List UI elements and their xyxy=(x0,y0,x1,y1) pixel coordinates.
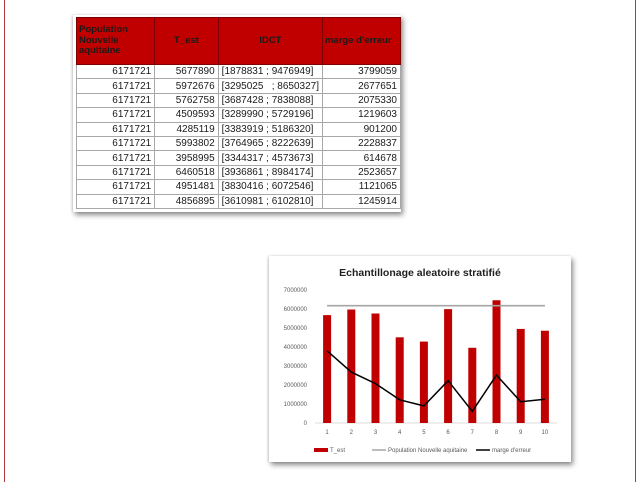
header-idct: IDCT xyxy=(218,18,322,65)
y-tick-label: 7000000 xyxy=(284,288,308,294)
y-tick-label: 6000000 xyxy=(284,307,308,313)
cell-population: 6171721 xyxy=(77,136,155,150)
table-row: 6171721 4509593 [3289990 ; 5729196] 1219603 xyxy=(77,108,401,122)
cell-marge-erreur: 901200 xyxy=(322,122,400,136)
bar-t-est xyxy=(372,314,380,423)
table-header-row: Population Nouvelle aquitaine T_est IDCT… xyxy=(77,18,401,65)
cell-population: 6171721 xyxy=(77,93,155,107)
x-tick-label: 10 xyxy=(542,430,549,436)
x-tick-label: 3 xyxy=(374,430,378,436)
x-tick-label: 5 xyxy=(422,430,426,436)
cell-idct: [3830416 ; 6072546] xyxy=(218,180,322,194)
header-marge-erreur: marge d'erreur xyxy=(322,18,400,65)
legend-population-label: Population Nouvelle aquitaine xyxy=(388,448,468,454)
cell-population: 6171721 xyxy=(77,151,155,165)
cell-idct: [3687428 ; 7838088] xyxy=(218,93,322,107)
y-tick-label: 1000000 xyxy=(284,402,308,408)
cell-t-est: 3958995 xyxy=(155,151,218,165)
y-tick-label: 4000000 xyxy=(284,345,308,351)
table-row: 6171721 5993802 [3764965 ; 8222639] 2228837 xyxy=(77,136,401,150)
cell-idct: [3344317 ; 4573673] xyxy=(218,151,322,165)
bar-t-est xyxy=(347,310,355,423)
cell-t-est: 4285119 xyxy=(155,122,218,136)
x-tick-label: 6 xyxy=(446,430,450,436)
cell-idct: [3289990 ; 5729196] xyxy=(218,108,322,122)
cell-t-est: 5677890 xyxy=(155,65,218,79)
cell-population: 6171721 xyxy=(77,122,155,136)
table-row: 6171721 6460518 [3936861 ; 8984174] 2523657 xyxy=(77,165,401,179)
table-row: 6171721 4285119 [3383919 ; 5186320] 901200 xyxy=(77,122,401,136)
cell-idct: [3764965 ; 8222639] xyxy=(218,136,322,150)
cell-t-est: 5762758 xyxy=(155,93,218,107)
cell-marge-erreur: 2228837 xyxy=(322,136,400,150)
cell-population: 6171721 xyxy=(77,180,155,194)
cell-t-est: 4509593 xyxy=(155,108,218,122)
cell-population: 6171721 xyxy=(77,108,155,122)
results-table: Population Nouvelle aquitaine T_est IDCT… xyxy=(76,17,401,209)
cell-idct: [3610981 ; 6102810] xyxy=(218,194,322,208)
cell-marge-erreur: 1121065 xyxy=(322,180,400,194)
table-row: 6171721 3958995 [3344317 ; 4573673] 614678 xyxy=(77,151,401,165)
y-tick-label: 0 xyxy=(304,421,308,427)
table-row: 6171721 5762758 [3687428 ; 7838088] 2075330 xyxy=(77,93,401,107)
cell-t-est: 6460518 xyxy=(155,165,218,179)
stratified-sampling-chart: 0 1000000 2000000 3000000 4000000 5000000 6000… xyxy=(269,256,571,462)
header-t-est: T_est xyxy=(155,18,218,65)
cell-idct: [1878831 ; 9476949] xyxy=(218,65,322,79)
bar-t-est xyxy=(517,329,525,423)
cell-idct: [3936861 ; 8984174] xyxy=(218,165,322,179)
bar-t-est xyxy=(493,300,501,423)
cell-population: 6171721 xyxy=(77,65,155,79)
line-marge-erreur xyxy=(327,351,545,412)
x-tick-label: 1 xyxy=(325,430,329,436)
y-tick-label: 2000000 xyxy=(284,383,308,389)
cell-population: 6171721 xyxy=(77,165,155,179)
cell-marge-erreur: 2075330 xyxy=(322,93,400,107)
cell-idct: [3295025 ; 8650327] xyxy=(218,79,322,93)
cell-marge-erreur: 614678 xyxy=(322,151,400,165)
bar-t-est xyxy=(420,342,428,423)
bar-t-est xyxy=(323,315,331,423)
cell-marge-erreur: 2523657 xyxy=(322,165,400,179)
cell-marge-erreur: 3799059 xyxy=(322,65,400,79)
cell-t-est: 5972676 xyxy=(155,79,218,93)
x-tick-label: 4 xyxy=(398,430,402,436)
x-tick-label: 2 xyxy=(350,430,354,436)
bar-t-est xyxy=(444,309,452,423)
cell-t-est: 4856895 xyxy=(155,194,218,208)
results-table-card: Population Nouvelle aquitaine T_est IDCT… xyxy=(73,15,401,212)
bar-t-est xyxy=(541,331,549,423)
cell-idct: [3383919 ; 5186320] xyxy=(218,122,322,136)
table-row: 6171721 4951481 [3830416 ; 6072546] 1121065 xyxy=(77,180,401,194)
y-tick-label: 5000000 xyxy=(284,326,308,332)
y-tick-label: 3000000 xyxy=(284,364,308,370)
cell-t-est: 5993802 xyxy=(155,136,218,150)
header-population: Population Nouvelle aquitaine xyxy=(77,18,155,65)
cell-marge-erreur: 1219603 xyxy=(322,108,400,122)
cell-marge-erreur: 2677651 xyxy=(322,79,400,93)
table-row: 6171721 5972676 [3295025 ; 8650327] 2677651 xyxy=(77,79,401,93)
bar-t-est xyxy=(396,337,404,423)
x-tick-label: 9 xyxy=(519,430,523,436)
legend-marge-erreur-label: marge d'erreur xyxy=(492,448,531,454)
cell-t-est: 4951481 xyxy=(155,180,218,194)
table-row: 6171721 5677890 [1878831 ; 9476949] 3799059 xyxy=(77,65,401,79)
x-tick-label: 7 xyxy=(471,430,475,436)
legend-t-est-swatch xyxy=(314,448,328,452)
x-tick-label: 8 xyxy=(495,430,499,436)
cell-population: 6171721 xyxy=(77,194,155,208)
chart-card: 0 1000000 2000000 3000000 4000000 5000000 6000… xyxy=(269,256,571,462)
chart-title: Echantillonage aleatoire stratifié xyxy=(269,267,571,279)
cell-population: 6171721 xyxy=(77,79,155,93)
legend-t-est-label: T_est xyxy=(330,448,345,454)
table-row: 6171721 4856895 [3610981 ; 6102810] 1245914 xyxy=(77,194,401,208)
cell-marge-erreur: 1245914 xyxy=(322,194,400,208)
